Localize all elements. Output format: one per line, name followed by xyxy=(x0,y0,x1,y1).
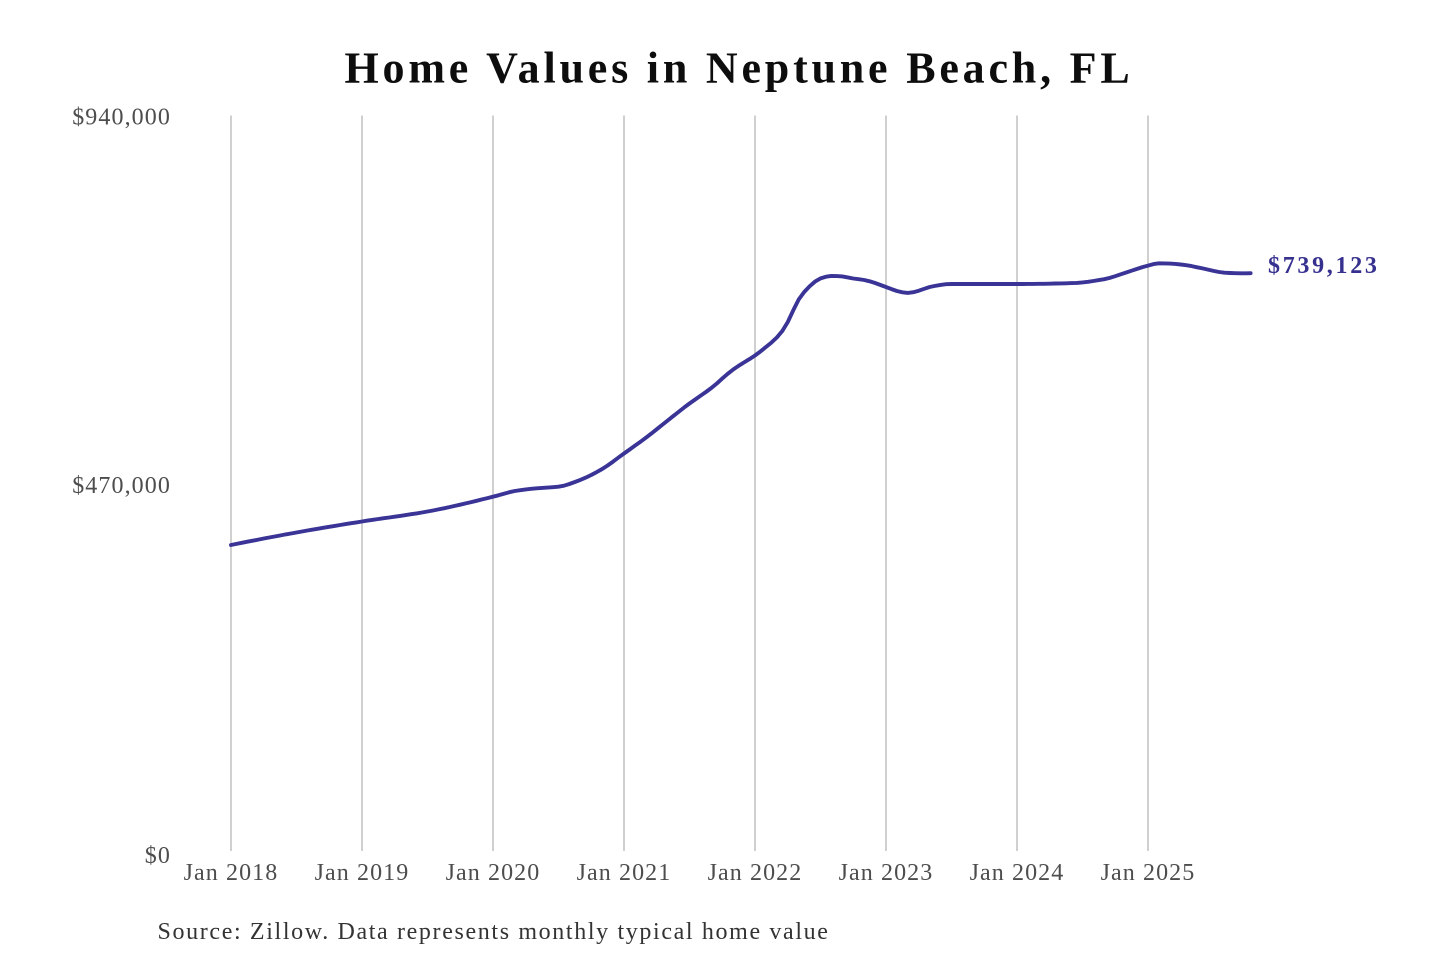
svg-text:Jan 2024: Jan 2024 xyxy=(970,860,1065,886)
svg-text:Jan 2018: Jan 2018 xyxy=(184,860,279,886)
svg-text:Jan 2021: Jan 2021 xyxy=(577,860,672,886)
svg-text:$940,000: $940,000 xyxy=(72,104,171,130)
svg-text:$470,000: $470,000 xyxy=(72,473,171,499)
svg-text:$0: $0 xyxy=(145,843,171,869)
svg-text:Source: Zillow. Data represent: Source: Zillow. Data represents monthly … xyxy=(158,919,830,945)
svg-text:Jan 2019: Jan 2019 xyxy=(315,860,410,886)
svg-text:$739,123: $739,123 xyxy=(1268,253,1380,279)
svg-text:Home Values in Neptune Beach,: Home Values in Neptune Beach, FL xyxy=(345,44,1134,93)
svg-text:Jan 2025: Jan 2025 xyxy=(1101,860,1196,886)
svg-text:Jan 2023: Jan 2023 xyxy=(839,860,934,886)
svg-text:Jan 2022: Jan 2022 xyxy=(708,860,803,886)
svg-text:Jan 2020: Jan 2020 xyxy=(446,860,541,886)
